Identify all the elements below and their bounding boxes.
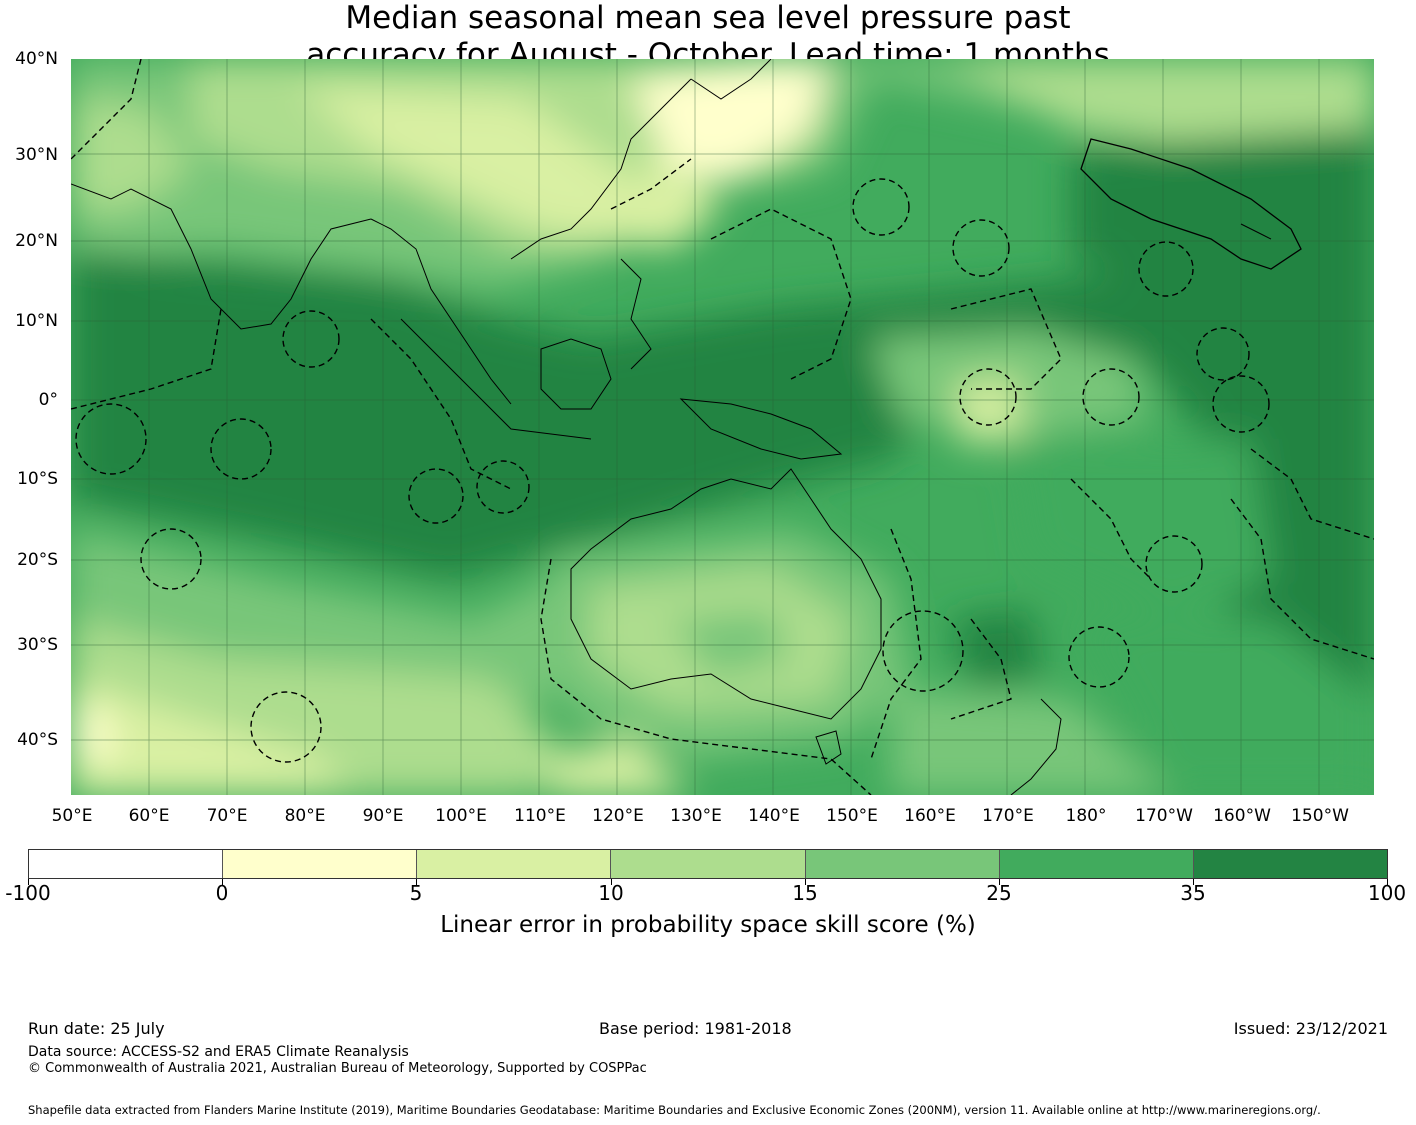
issued-date: Issued: 23/12/2021 <box>1233 1019 1388 1038</box>
lon-label-80e: 80°E <box>284 806 326 826</box>
lat-label-40n: 40°N <box>15 49 58 69</box>
lat-label-equator: 0° <box>38 390 58 410</box>
lon-label-130e: 130°E <box>670 806 722 826</box>
lon-label-70e: 70°E <box>206 806 248 826</box>
colorbar-label: 10 <box>598 881 624 905</box>
colorbar-segment <box>223 850 418 878</box>
map-canvas <box>71 59 1374 795</box>
map-title: Median seasonal mean sea level pressure … <box>0 0 1416 74</box>
lon-label-140e: 140°E <box>748 806 800 826</box>
lat-label-20n: 20°N <box>15 231 58 251</box>
colorbar-tick <box>999 879 1000 885</box>
colorbar-label: 100 <box>1367 881 1407 905</box>
lon-label-60e: 60°E <box>128 806 170 826</box>
lon-label-150e: 150°E <box>826 806 878 826</box>
colorbar-label: 35 <box>1180 881 1206 905</box>
lon-label-90e: 90°E <box>362 806 404 826</box>
data-source: Data source: ACCESS-S2 and ERA5 Climate … <box>28 1044 409 1060</box>
skill-score-map <box>71 59 1374 795</box>
lon-label-170e: 170°E <box>982 806 1034 826</box>
colorbar-segment <box>29 850 224 878</box>
shapefile-credit: Shapefile data extracted from Flanders M… <box>28 1103 1321 1117</box>
colorbar-tick <box>416 879 417 885</box>
lon-label-100e: 100°E <box>435 806 487 826</box>
colorbar-segment <box>805 850 1000 878</box>
lon-label-160w: 160°W <box>1213 806 1271 826</box>
colorbar-title: Linear error in probability space skill … <box>440 912 976 938</box>
base-period: Base period: 1981-2018 <box>599 1019 792 1038</box>
colorbar-label: 5 <box>409 881 423 905</box>
lat-label-20s: 20°S <box>17 550 58 570</box>
copyright: © Commonwealth of Australia 2021, Austra… <box>28 1061 647 1076</box>
colorbar-tick <box>611 879 612 885</box>
eez-boundaries <box>71 59 1374 795</box>
lon-label-50e: 50°E <box>51 806 93 826</box>
lat-label-40s: 40°S <box>17 730 58 750</box>
lat-label-10n: 10°N <box>15 311 58 331</box>
lat-label-10s: 10°S <box>17 469 58 489</box>
lon-label-160e: 160°E <box>904 806 956 826</box>
lon-label-110e: 110°E <box>514 806 566 826</box>
lon-label-180: 180° <box>1065 806 1107 826</box>
lon-label-150w: 150°W <box>1291 806 1349 826</box>
lat-label-30n: 30°N <box>15 145 58 165</box>
lon-label-170w: 170°W <box>1135 806 1193 826</box>
colorbar-label: -100 <box>5 881 51 905</box>
colorbar-segment <box>999 850 1194 878</box>
colorbar-tick <box>1193 879 1194 885</box>
run-date: Run date: 25 July <box>28 1019 165 1038</box>
colorbar-label: 0 <box>215 881 229 905</box>
graticule <box>71 59 1374 795</box>
colorbar-segment <box>1193 850 1387 878</box>
colorbar-tick <box>28 879 29 885</box>
lon-label-120e: 120°E <box>592 806 644 826</box>
colorbar-tick <box>1387 879 1388 885</box>
colorbar-label: 15 <box>792 881 818 905</box>
coastlines <box>71 59 1272 795</box>
title-line-1: Median seasonal mean sea level pressure … <box>345 0 1071 36</box>
colorbar-segment <box>417 850 612 878</box>
colorbar-tick <box>222 879 223 885</box>
colorbar <box>28 849 1388 879</box>
colorbar-tick <box>805 879 806 885</box>
colorbar-segment <box>611 850 806 878</box>
colorbar-label: 25 <box>986 881 1012 905</box>
hawaii-boundary <box>1080 138 1302 270</box>
lat-label-30s: 30°S <box>17 635 58 655</box>
